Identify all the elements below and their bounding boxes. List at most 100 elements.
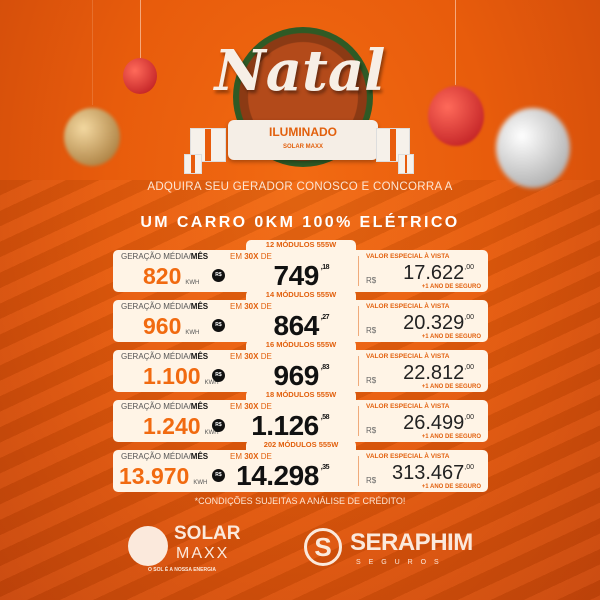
installments-count: 30X [244, 352, 259, 361]
installment-label: EM 30X DE [230, 302, 272, 311]
solar-panel-icon [128, 526, 168, 566]
installment-price: 864,27 [227, 310, 330, 341]
month-label: MÊS [190, 402, 209, 411]
solar-tagline: O SOL É A NOSSA ENERGIA [148, 567, 216, 573]
kwh-unit: KWH [193, 480, 208, 486]
cash-price: 26.499,00 [403, 413, 474, 433]
modules-tab: 14 MÓDULOS 555W [246, 290, 356, 302]
currency-label: R$ [366, 476, 377, 485]
installments-count: 30X [244, 302, 259, 311]
gift-icon [398, 154, 414, 174]
installments-count: 30X [244, 252, 259, 261]
installment-price: 14.298,35 [227, 462, 329, 490]
kwh-unit: KWH [204, 430, 219, 436]
installment-label: EM 30X DE [230, 402, 272, 411]
modules-tab: 18 MÓDULOS 555W [246, 390, 356, 402]
currency-label: R$ [366, 376, 377, 385]
month-label: MÊS [190, 302, 209, 311]
insurance-badge: +1 ANO DE SEGURO [418, 434, 484, 441]
kwh-value: 13.970 [119, 463, 190, 489]
generation-label: GERAÇÃO MÉDIA/MÊS [121, 452, 208, 462]
divider [358, 406, 359, 436]
offer-row: 18 MÓDULOS 555W GERAÇÃO MÉDIA/MÊS 1.240 K… [113, 390, 488, 442]
ribbon-title: ILUMINADO [269, 125, 337, 139]
installment-cents: ,58 [320, 414, 330, 421]
gift-icon [184, 154, 202, 174]
generation-label: GERAÇÃO MÉDIA/MÊS [121, 302, 208, 312]
de-text: DE [258, 402, 272, 411]
offer-card: GERAÇÃO MÉDIA/MÊS 820 KWH R$ EM 30X DE 74… [113, 250, 488, 292]
em-text: EM [230, 302, 245, 311]
installment-price: 1.126,58 [227, 412, 329, 440]
installment-cents: ,83 [320, 364, 330, 371]
kwh-value: 960 [143, 313, 182, 339]
de-text: DE [258, 252, 272, 261]
currency-badge: R$ [212, 419, 225, 432]
cash-price-label: VALOR ESPECIAL À VISTA [366, 453, 450, 460]
generation-label: GERAÇÃO MÉDIA/MÊS [121, 402, 208, 412]
installment-label: EM 30X DE [230, 352, 272, 361]
solar-name2: MAXX [176, 545, 230, 562]
divider [358, 256, 359, 286]
currency-label: R$ [366, 326, 377, 335]
generation-label-text: GERAÇÃO MÉDIA/ [121, 302, 191, 311]
generation-label-text: GERAÇÃO MÉDIA/ [121, 252, 191, 261]
kwh-unit: KWH [204, 380, 219, 386]
cash-price: 17.622,00 [403, 263, 474, 283]
generation-value: 960 KWH [143, 314, 199, 345]
cash-price-label: VALOR ESPECIAL À VISTA [366, 353, 450, 360]
cash-price-cents: ,00 [464, 464, 474, 471]
installment-value: 864 [273, 310, 320, 341]
em-text: EM [230, 452, 245, 461]
de-text: DE [258, 302, 272, 311]
de-text: DE [258, 452, 272, 461]
installment-value: 1.126 [251, 410, 319, 441]
ornament-string [140, 0, 141, 60]
offer-card: GERAÇÃO MÉDIA/MÊS 960 KWH R$ EM 30X DE 86… [113, 300, 488, 342]
month-label: MÊS [190, 352, 209, 361]
cash-price-cents: ,00 [464, 264, 474, 271]
seraphim-sub: S E G U R O S [356, 559, 442, 566]
generation-label-text: GERAÇÃO MÉDIA/ [121, 452, 191, 461]
offer-card: GERAÇÃO MÉDIA/MÊS 13.970 KWH R$ EM 30X DE… [113, 450, 488, 492]
installment-value: 969 [273, 360, 320, 391]
cash-price-label: VALOR ESPECIAL À VISTA [366, 253, 450, 260]
installment-value: 14.298 [236, 460, 319, 491]
kwh-unit: KWH [185, 330, 200, 336]
offer-row: 14 MÓDULOS 555W GERAÇÃO MÉDIA/MÊS 960 KWH… [113, 290, 488, 342]
generation-label: GERAÇÃO MÉDIA/MÊS [121, 352, 208, 362]
currency-badge: R$ [212, 269, 225, 282]
currency-label: R$ [366, 276, 377, 285]
installment-cents: ,35 [320, 464, 330, 471]
installment-price: 749,18 [227, 260, 330, 291]
currency-badge: R$ [212, 319, 225, 332]
ornament-red-icon [123, 58, 157, 94]
cash-price-label: VALOR ESPECIAL À VISTA [366, 303, 450, 310]
solar-name: SOLAR [174, 523, 241, 544]
ribbon-banner: ILUMINADO SOLAR MAXX [228, 120, 378, 160]
installment-value: 749 [273, 260, 320, 291]
insurance-badge: +1 ANO DE SEGURO [418, 484, 484, 491]
modules-tab: 16 MÓDULOS 555W [246, 340, 356, 352]
installment-label: EM 30X DE [230, 452, 272, 461]
modules-tab: 12 MÓDULOS 555W [246, 240, 356, 252]
em-text: EM [230, 352, 245, 361]
generation-label-text: GERAÇÃO MÉDIA/ [121, 402, 191, 411]
insurance-badge: +1 ANO DE SEGURO [418, 334, 484, 341]
cash-price: 313.467,00 [392, 463, 474, 483]
currency-label: R$ [366, 426, 377, 435]
kwh-value: 820 [143, 263, 182, 289]
offer-row: 16 MÓDULOS 555W GERAÇÃO MÉDIA/MÊS 1.100 K… [113, 340, 488, 392]
cash-price-cents: ,00 [464, 314, 474, 321]
modules-tab: 202 MÓDULOS 555W [246, 440, 356, 452]
ornament-string [455, 0, 456, 85]
cash-price-value: 26.499 [403, 412, 465, 434]
ornament-gold-icon [64, 108, 120, 166]
installment-label: EM 30X DE [230, 252, 272, 261]
insurance-badge: +1 ANO DE SEGURO [418, 384, 484, 391]
installments-count: 30X [244, 402, 259, 411]
cash-price-value: 22.812 [403, 362, 465, 384]
currency-badge: R$ [212, 469, 225, 482]
ornament-red-icon [428, 86, 484, 146]
